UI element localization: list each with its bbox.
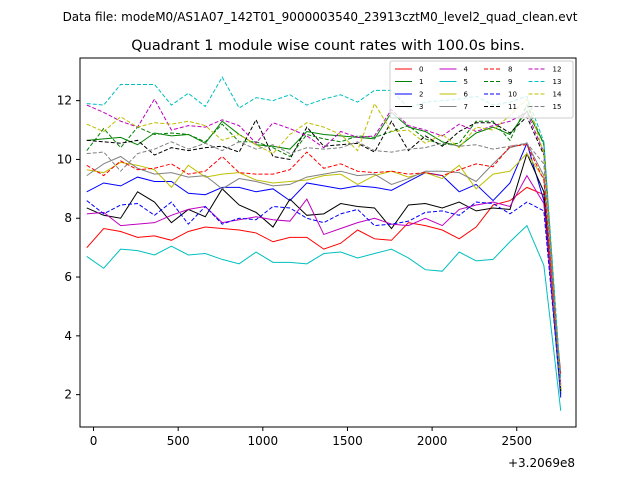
legend-label: 11: [508, 103, 517, 111]
series-line-9: [86, 103, 562, 391]
chart-title: Quadrant 1 module wise count rates with …: [131, 38, 525, 54]
legend-box: [389, 60, 574, 119]
series-line-14: [86, 98, 562, 389]
legend-label: 4: [464, 66, 469, 74]
series-line-0: [86, 186, 562, 375]
legend-label: 13: [553, 78, 562, 86]
legend-label: 6: [464, 91, 469, 99]
y-tick-label: 12: [57, 94, 72, 108]
x-tick-label: 500: [167, 434, 190, 448]
series-line-11: [86, 115, 562, 392]
series-line-7: [86, 142, 562, 394]
legend-label: 2: [419, 91, 423, 99]
axes-border: [79, 57, 577, 428]
y-tick-label: 6: [64, 270, 72, 284]
series-line-1: [86, 109, 562, 389]
plot-lines: [86, 76, 562, 411]
data-file-suptitle: Data file: modeM0/AS1A07_142T01_90000035…: [63, 10, 578, 24]
y-axis-ticks: 2 4 6 8 10 12: [57, 94, 80, 402]
y-tick-label: 10: [57, 152, 72, 166]
legend-label: 7: [464, 103, 468, 111]
axes-frame: [79, 57, 577, 428]
series-line-6: [86, 152, 562, 395]
x-axis-ticks: 0 500 1000 1500 2000 2500: [90, 427, 532, 448]
series-line-12: [86, 98, 562, 385]
x-axis-offset-label: +3.2069e8: [508, 456, 575, 470]
series-line-3: [86, 152, 562, 392]
series-line-8: [86, 144, 562, 389]
legend-label: 14: [553, 91, 562, 99]
y-tick-label: 8: [64, 211, 72, 225]
legend-label: 5: [464, 78, 468, 86]
y-tick-label: 4: [64, 329, 72, 343]
legend-label: 12: [553, 66, 562, 74]
series-line-15: [86, 141, 562, 388]
legend-label: 0: [419, 66, 423, 74]
legend-label: 10: [508, 91, 517, 99]
legend-label: 15: [553, 103, 562, 111]
series-line-5: [86, 224, 562, 411]
legend-label: 1: [419, 78, 423, 86]
x-tick-label: 0: [90, 434, 98, 448]
y-tick-label: 2: [64, 388, 72, 402]
series-line-4: [86, 174, 562, 386]
x-tick-label: 1500: [332, 434, 363, 448]
series-line-10: [86, 200, 562, 395]
legend-label: 9: [508, 78, 512, 86]
x-tick-label: 2000: [417, 434, 448, 448]
x-tick-label: 2500: [501, 434, 532, 448]
legend-label: 3: [419, 103, 423, 111]
legend-label: 8: [508, 66, 512, 74]
x-tick-label: 1000: [248, 434, 279, 448]
